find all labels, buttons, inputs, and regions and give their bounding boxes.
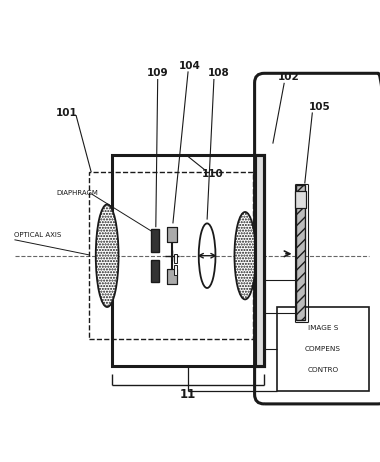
Text: 110: 110 bbox=[202, 169, 224, 179]
Text: 11: 11 bbox=[180, 388, 196, 401]
Bar bbox=[255, 155, 264, 366]
Bar bbox=[151, 229, 159, 252]
Bar bbox=[167, 269, 177, 284]
Bar bbox=[151, 260, 159, 282]
Text: 105: 105 bbox=[308, 103, 330, 113]
Text: CONTRO: CONTRO bbox=[307, 367, 339, 373]
Bar bbox=[294, 191, 306, 208]
Text: COMPENS: COMPENS bbox=[305, 346, 341, 352]
Text: 108: 108 bbox=[207, 68, 230, 78]
Bar bbox=[167, 269, 177, 284]
Text: IMAGE S: IMAGE S bbox=[308, 325, 338, 331]
Bar bbox=[89, 172, 253, 339]
Bar bbox=[167, 227, 177, 243]
Bar bbox=[167, 227, 177, 243]
Bar bbox=[277, 307, 369, 390]
Text: 109: 109 bbox=[147, 68, 168, 78]
Ellipse shape bbox=[199, 224, 215, 288]
Text: DIAPHRAGM: DIAPHRAGM bbox=[56, 190, 98, 196]
Text: 104: 104 bbox=[179, 61, 201, 71]
Bar bbox=[174, 254, 177, 263]
Bar bbox=[174, 265, 177, 275]
Text: 102: 102 bbox=[278, 72, 300, 82]
Text: OPTICAL AXIS: OPTICAL AXIS bbox=[14, 232, 62, 238]
Ellipse shape bbox=[234, 212, 256, 299]
Bar bbox=[255, 155, 264, 366]
Ellipse shape bbox=[96, 204, 119, 307]
Bar bbox=[294, 191, 306, 208]
Bar bbox=[296, 185, 305, 320]
Bar bbox=[112, 155, 264, 366]
Text: 101: 101 bbox=[55, 108, 78, 118]
